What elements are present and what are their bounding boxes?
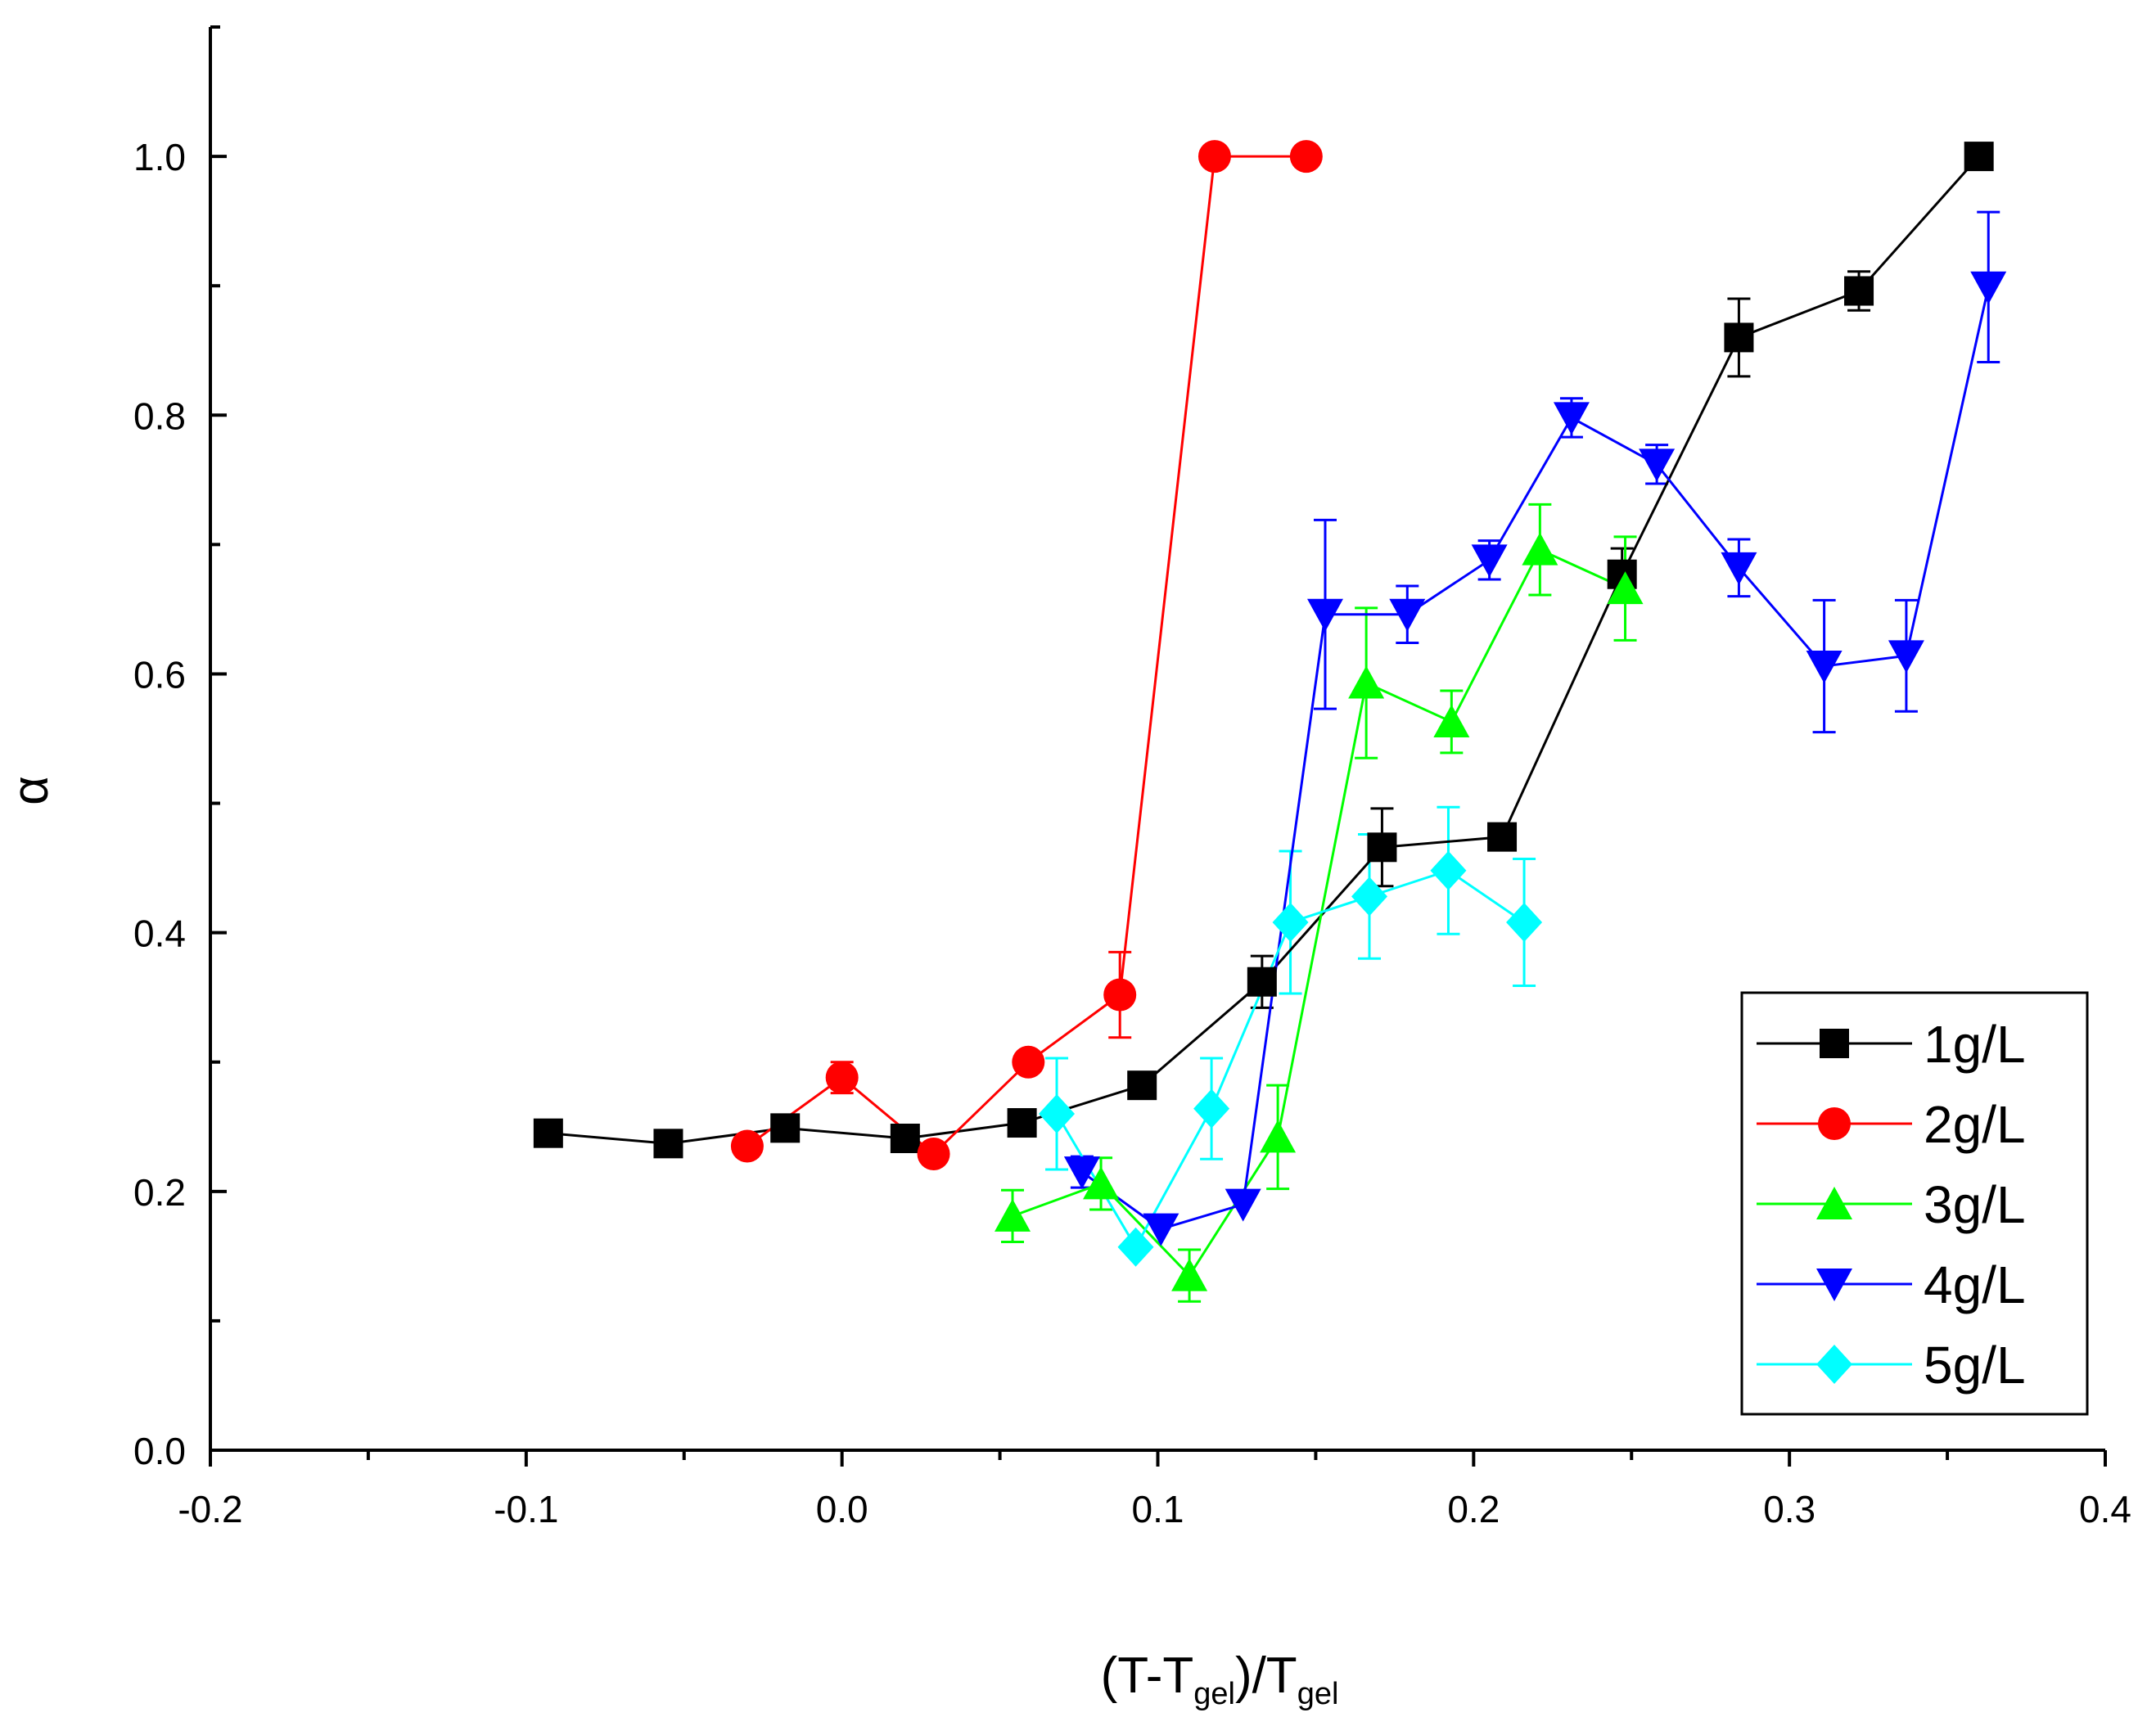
data-point-1g/L — [1964, 142, 1994, 172]
data-point-4g/L — [1471, 544, 1508, 578]
y-tick-label: 1.0 — [133, 136, 186, 178]
data-point-1g/L — [1724, 322, 1754, 353]
data-point-4g/L — [1639, 448, 1676, 482]
data-point-5g/L — [1039, 1093, 1076, 1133]
data-point-3g/L — [1433, 704, 1470, 737]
data-point-1g/L — [533, 1118, 563, 1148]
x-tick-label: 0.0 — [816, 1488, 868, 1530]
x-tick-label: 0.2 — [1447, 1488, 1500, 1530]
data-point-3g/L — [1171, 1258, 1208, 1291]
data-point-5g/L — [1351, 877, 1388, 917]
x-tick-label: 0.4 — [2079, 1488, 2131, 1530]
y-tick-label: 0.2 — [133, 1171, 186, 1214]
y-axis-title: α — [2, 776, 59, 805]
data-point-2g/L — [1012, 1045, 1045, 1079]
data-point-2g/L — [730, 1129, 764, 1163]
data-point-4g/L — [1721, 552, 1757, 585]
data-point-3g/L — [995, 1198, 1031, 1232]
data-point-3g/L — [1607, 571, 1644, 605]
data-point-3g/L — [1260, 1120, 1297, 1153]
data-point-4g/L — [1063, 1156, 1100, 1190]
y-tick-label: 0.8 — [133, 394, 186, 437]
data-point-4g/L — [1143, 1213, 1179, 1246]
data-point-4g/L — [1970, 271, 2007, 304]
data-point-1g/L — [1247, 967, 1277, 997]
x-axis-title: (T-Tgel)/Tgel — [1101, 1647, 1339, 1711]
data-point-1g/L — [1007, 1108, 1037, 1138]
data-point-5g/L — [1430, 850, 1467, 890]
data-point-2g/L — [1103, 978, 1137, 1012]
legend-marker — [1816, 1187, 1852, 1219]
data-point-4g/L — [1553, 402, 1590, 435]
data-point-1g/L — [770, 1113, 801, 1143]
x-axis-title-part: (T-T — [1101, 1647, 1194, 1704]
legend-label: 4g/L — [1924, 1255, 2026, 1314]
data-point-1g/L — [890, 1124, 920, 1154]
data-point-5g/L — [1193, 1088, 1230, 1129]
data-point-3g/L — [1522, 532, 1558, 566]
data-point-3g/L — [1348, 665, 1385, 699]
series-line-4g/L — [1081, 286, 1990, 1231]
data-point-2g/L — [917, 1137, 950, 1170]
series-line-2g/L — [746, 155, 1306, 1156]
x-tick-label: 0.1 — [1132, 1488, 1184, 1530]
data-point-1g/L — [1367, 832, 1397, 863]
x-tick-label: -0.1 — [494, 1488, 558, 1530]
data-point-2g/L — [1198, 140, 1231, 174]
legend-label: 1g/L — [1924, 1015, 2026, 1074]
legend-marker — [1820, 1029, 1849, 1058]
x-tick-label: 0.3 — [1763, 1488, 1815, 1530]
data-point-4g/L — [1888, 640, 1924, 674]
data-point-1g/L — [653, 1129, 683, 1159]
x-tick-label: -0.2 — [178, 1488, 242, 1530]
data-point-1g/L — [1487, 822, 1518, 852]
axes — [209, 25, 2107, 1467]
data-point-5g/L — [1506, 902, 1543, 942]
data-point-5g/L — [1272, 902, 1309, 942]
data-point-2g/L — [1289, 140, 1323, 174]
data-markers — [533, 140, 2007, 1291]
data-point-1g/L — [1127, 1070, 1157, 1101]
data-point-4g/L — [1225, 1188, 1261, 1222]
data-point-4g/L — [1306, 598, 1343, 632]
x-axis-title-part: )/T — [1235, 1647, 1297, 1704]
legend-label: 2g/L — [1924, 1095, 2026, 1154]
legend-marker — [1816, 1345, 1852, 1384]
y-tick-label: 0.0 — [133, 1430, 186, 1472]
legend-marker — [1818, 1107, 1851, 1140]
legend-marker — [1816, 1269, 1852, 1301]
data-point-5g/L — [1117, 1227, 1154, 1267]
data-point-3g/L — [1083, 1166, 1120, 1200]
x-axis-title-subscript: gel — [1297, 1677, 1339, 1711]
y-tick-label: 0.6 — [133, 653, 186, 696]
data-point-4g/L — [1389, 598, 1426, 632]
data-point-4g/L — [1806, 650, 1843, 683]
y-tick-label: 0.4 — [133, 913, 186, 955]
legend-label: 3g/L — [1924, 1175, 2026, 1234]
legend: 1g/L 2g/L 3g/L 4g/L 5g/L — [1740, 991, 2089, 1416]
data-point-2g/L — [825, 1061, 859, 1094]
legend-label: 5g/L — [1924, 1336, 2026, 1395]
tick-labels: -0.2 -0.1 0.0 0.1 0.2 0.3 0.4 0.0 0.2 0.4 0.6 0.8 1.… — [133, 136, 2131, 1530]
data-point-1g/L — [1844, 276, 1874, 306]
x-axis-title-subscript: gel — [1193, 1677, 1235, 1711]
